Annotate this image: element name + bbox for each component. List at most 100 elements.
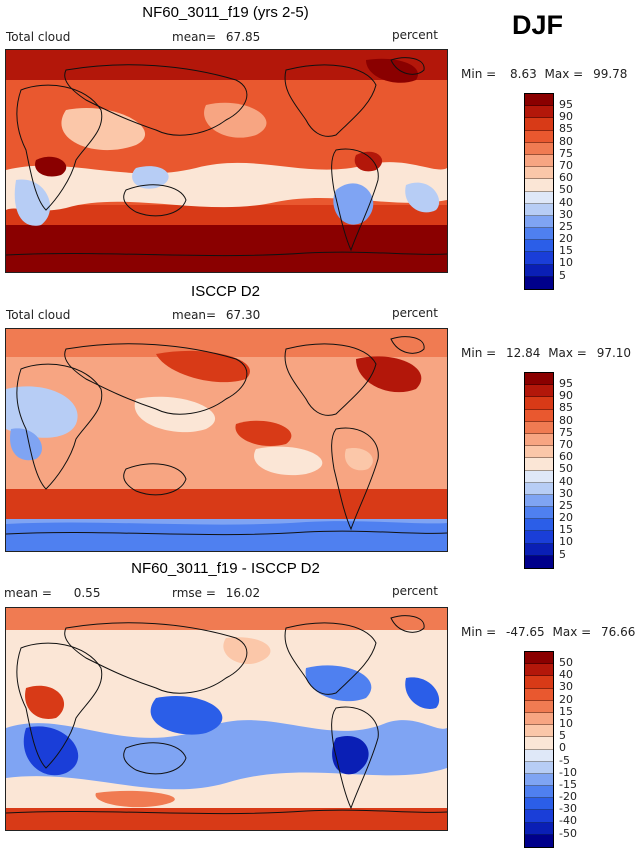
colorbar-tick-label: 10 — [559, 716, 573, 730]
panel-1-coast-antarctica — [6, 251, 447, 257]
panel-2-arctic-band — [6, 329, 447, 357]
panel-1-clear-patch-3 — [405, 182, 440, 213]
colorbar-cell — [525, 798, 553, 811]
panel-3-map-svg — [6, 608, 447, 830]
panel-3-negative-band — [6, 720, 447, 790]
colorbar-tick-label: 25 — [559, 219, 573, 233]
panel-1-clear-patch-2 — [333, 183, 374, 225]
panel-2-coast-africa — [16, 363, 103, 490]
colorbar-cell — [525, 191, 553, 204]
panel-2-coast-antarctica — [6, 530, 447, 536]
panel-2-cloudy-patch-3 — [356, 356, 422, 393]
colorbar-cell — [525, 737, 553, 750]
panel-2-field-label: Total cloud — [6, 308, 71, 322]
panel-1-coast-australia — [123, 184, 187, 217]
panel-2-coast-australia — [123, 463, 187, 496]
colorbar-cell — [525, 555, 553, 568]
panel-1-min-value: 8.63 — [510, 67, 537, 81]
colorbar-cell — [525, 421, 553, 434]
colorbar-tick-label: 30 — [559, 680, 573, 694]
colorbar-cell — [525, 482, 553, 495]
panel-3-colorbar-ticks: 50 40 30 20 15 10 5 0 -5 -10 -15 -20 -30 -40 -50 — [559, 656, 599, 840]
panel-3-mean-value: 0.55 — [73, 586, 101, 600]
colorbar-tick-label: 80 — [559, 134, 573, 148]
panel-1-cloudy-patch-1 — [35, 156, 67, 177]
panel-2-cloudy-patch-2 — [235, 420, 292, 447]
panel-1-max-label: Max = — [544, 67, 584, 81]
panel-2-coast-south-america — [331, 427, 379, 531]
colorbar-tick-label: 20 — [559, 692, 573, 706]
panel-1-coast-south-america — [331, 148, 379, 252]
colorbar-cell — [525, 749, 553, 762]
colorbar-cell — [525, 240, 553, 253]
colorbar-cell — [525, 531, 553, 544]
panel-2-coast-north-america — [284, 343, 377, 416]
colorbar-tick-label: 90 — [559, 110, 573, 124]
colorbar-cell — [525, 446, 553, 459]
colorbar-tick-label: -10 — [559, 765, 577, 779]
panel-1-southern-ocean-band — [6, 220, 447, 272]
colorbar-cell — [525, 215, 553, 229]
colorbar-tick-label: 80 — [559, 413, 573, 427]
colorbar-tick-label: 40 — [559, 668, 573, 682]
colorbar-cell — [525, 810, 553, 823]
colorbar-tick-label: 50 — [559, 462, 573, 476]
panel-1-field-label: Total cloud — [6, 30, 71, 44]
colorbar-cell — [525, 203, 553, 216]
colorbar-tick-label: 85 — [559, 401, 573, 415]
panel-3-coast-north-america — [284, 622, 377, 695]
colorbar-cell — [525, 142, 553, 155]
panel-1-mean-label: mean= — [172, 30, 217, 44]
colorbar-cell — [525, 761, 553, 774]
panel-2-clear-patch-5 — [344, 448, 373, 471]
panel-2-title: ISCCP D2 — [191, 283, 260, 300]
panel-3-coast-greenland — [390, 615, 425, 633]
panel-3-max-value: 76.66 — [601, 625, 636, 639]
colorbar-tick-label: 40 — [559, 195, 573, 209]
colorbar-tick-label: 75 — [559, 425, 573, 439]
colorbar-cell — [525, 507, 553, 520]
panel-1-map-svg — [6, 50, 447, 272]
colorbar-tick-label: 15 — [559, 523, 573, 537]
colorbar-tick-label: 60 — [559, 450, 573, 464]
panel-1-coast-asia — [64, 64, 248, 136]
panel-1-coast-africa — [16, 84, 103, 211]
colorbar-tick-label: -30 — [559, 802, 577, 816]
panel-2-colorbar — [524, 372, 554, 569]
panel-3-colorbar — [524, 651, 554, 848]
panel-3-negative-patch-2 — [150, 696, 223, 735]
panel-2-max-value: 97.10 — [596, 346, 632, 360]
panel-1-cloudy-patch-3 — [366, 58, 418, 83]
colorbar-cell — [525, 264, 553, 277]
colorbar-tick-label: -5 — [559, 753, 570, 767]
panel-1-map — [5, 49, 448, 273]
colorbar-cell — [525, 725, 553, 738]
colorbar-tick-label: 10 — [559, 256, 573, 270]
colorbar-tick-label: 50 — [559, 183, 573, 197]
season-label: DJF — [512, 10, 564, 40]
colorbar-cell — [525, 433, 553, 447]
colorbar-tick-label: -15 — [559, 777, 577, 791]
colorbar-cell — [525, 712, 553, 726]
colorbar-cell — [525, 228, 553, 241]
panel-3-coast-australia — [123, 742, 187, 775]
panel-3-positive-patch-3 — [95, 790, 175, 808]
colorbar-tick-label: 20 — [559, 232, 573, 246]
colorbar-tick-label: 25 — [559, 498, 573, 512]
panel-3-map — [5, 607, 448, 831]
panel-1-clear-patch-5 — [61, 108, 146, 151]
colorbar-tick-label: 5 — [559, 547, 566, 561]
colorbar-tick-label: 20 — [559, 511, 573, 525]
panel-2-coast-asia — [64, 343, 248, 415]
panel-3-coast-asia — [64, 622, 248, 694]
panel-2-colorbar-ticks: 95 90 85 80 75 70 60 50 40 30 25 20 15 10 5 — [559, 377, 599, 561]
colorbar-cell — [525, 786, 553, 799]
colorbar-tick-label: -40 — [559, 814, 577, 828]
panel-2-antarctic-fill — [6, 521, 447, 551]
colorbar-cell — [525, 458, 553, 471]
colorbar-tick-label: 0 — [559, 741, 566, 755]
colorbar-cell — [525, 94, 553, 107]
colorbar-cell — [525, 154, 553, 168]
panel-3-positive-patch-1 — [25, 685, 65, 719]
panel-3-title: NF60_3011_f19 - ISCCP D2 — [131, 560, 320, 577]
